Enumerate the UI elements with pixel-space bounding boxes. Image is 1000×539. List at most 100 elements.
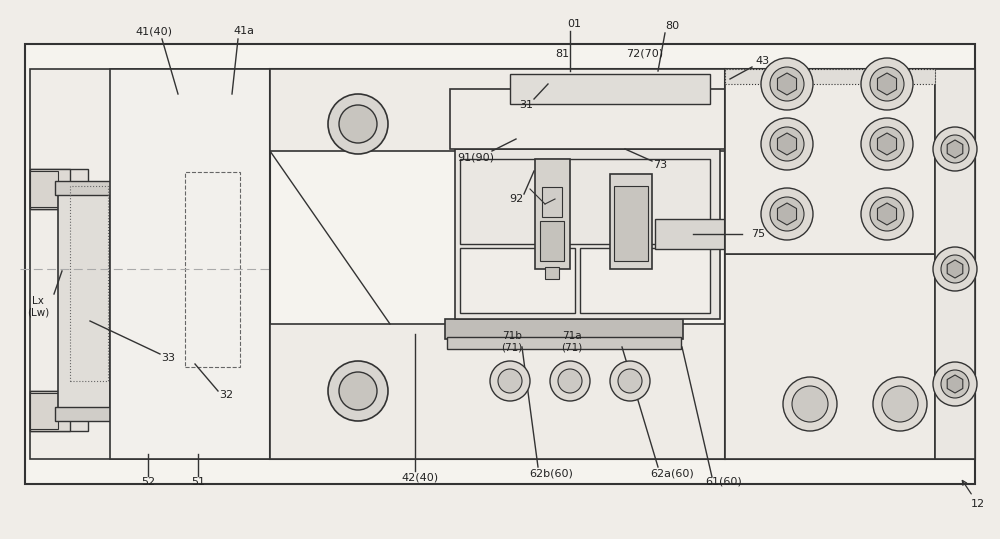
Bar [725,69,975,459]
Bar [30,69,270,459]
Text: 41a: 41a [234,26,254,36]
Bar [655,219,727,249]
Polygon shape [777,73,797,95]
Circle shape [870,127,904,161]
Bar [610,174,652,269]
Text: 51: 51 [191,477,205,487]
Polygon shape [947,375,963,393]
Bar [30,393,58,429]
Text: 73: 73 [653,160,667,170]
Bar [540,221,564,261]
Text: 31: 31 [519,100,533,110]
Text: 12: 12 [962,480,985,509]
Circle shape [328,361,388,421]
Text: 81: 81 [555,49,569,59]
Bar [70,186,108,381]
Circle shape [870,67,904,101]
Circle shape [558,369,582,393]
Bar [30,391,88,431]
Circle shape [861,58,913,110]
Polygon shape [947,260,963,278]
Bar [535,159,570,269]
Circle shape [550,361,590,401]
Bar [445,319,683,339]
Text: 33: 33 [161,353,175,363]
Text: 52: 52 [141,477,155,487]
Circle shape [770,127,804,161]
Circle shape [861,118,913,170]
Bar [55,407,113,421]
Circle shape [941,135,969,163]
Bar [30,169,88,209]
Text: 61(60): 61(60) [706,477,742,487]
Bar [270,324,725,459]
Circle shape [339,105,377,143]
Bar [510,74,710,104]
Bar [460,248,575,313]
Text: Lx
(Lw): Lx (Lw) [27,296,49,318]
Text: 80: 80 [665,21,679,31]
Bar [935,69,975,459]
Text: 01: 01 [567,19,581,29]
Bar [55,181,113,195]
Bar [542,187,562,217]
Bar [447,337,681,349]
Polygon shape [947,140,963,158]
Bar [725,69,935,254]
Text: 62b(60): 62b(60) [529,468,573,478]
Bar [270,69,725,151]
Bar [725,69,935,84]
Circle shape [792,386,828,422]
Text: 62a(60): 62a(60) [650,468,694,478]
Text: 92: 92 [509,194,523,204]
Circle shape [328,94,388,154]
Bar [450,89,730,149]
Circle shape [933,247,977,291]
Circle shape [933,127,977,171]
Bar [270,69,725,459]
Text: 71a
(71): 71a (71) [561,331,583,353]
Circle shape [761,188,813,240]
Text: 71b
(71): 71b (71) [501,331,523,353]
Circle shape [618,369,642,393]
Polygon shape [777,133,797,155]
Bar [460,159,710,244]
Circle shape [761,118,813,170]
Circle shape [761,58,813,110]
Circle shape [770,67,804,101]
Bar [580,248,710,313]
Bar [25,44,975,484]
Circle shape [941,370,969,398]
Text: 72(70): 72(70) [626,49,664,59]
Polygon shape [877,133,897,155]
Bar [545,267,559,279]
Bar [185,172,240,367]
Bar [30,171,58,207]
Polygon shape [877,203,897,225]
Text: 91(90): 91(90) [458,152,494,162]
Bar [725,254,935,459]
Bar [30,391,70,431]
Circle shape [933,362,977,406]
Bar [614,186,648,261]
Circle shape [610,361,650,401]
Circle shape [770,197,804,231]
Bar [110,69,270,459]
Text: 42(40): 42(40) [401,472,439,482]
Circle shape [339,372,377,410]
Bar [30,169,70,209]
Polygon shape [877,73,897,95]
Circle shape [882,386,918,422]
Bar [58,189,110,409]
Circle shape [498,369,522,393]
Polygon shape [777,203,797,225]
Circle shape [783,377,837,431]
Text: 32: 32 [219,390,233,400]
Circle shape [870,197,904,231]
Circle shape [873,377,927,431]
Bar [455,149,720,319]
Text: 75: 75 [751,229,765,239]
Text: 43: 43 [755,56,769,66]
Circle shape [861,188,913,240]
Text: 41(40): 41(40) [136,26,173,36]
